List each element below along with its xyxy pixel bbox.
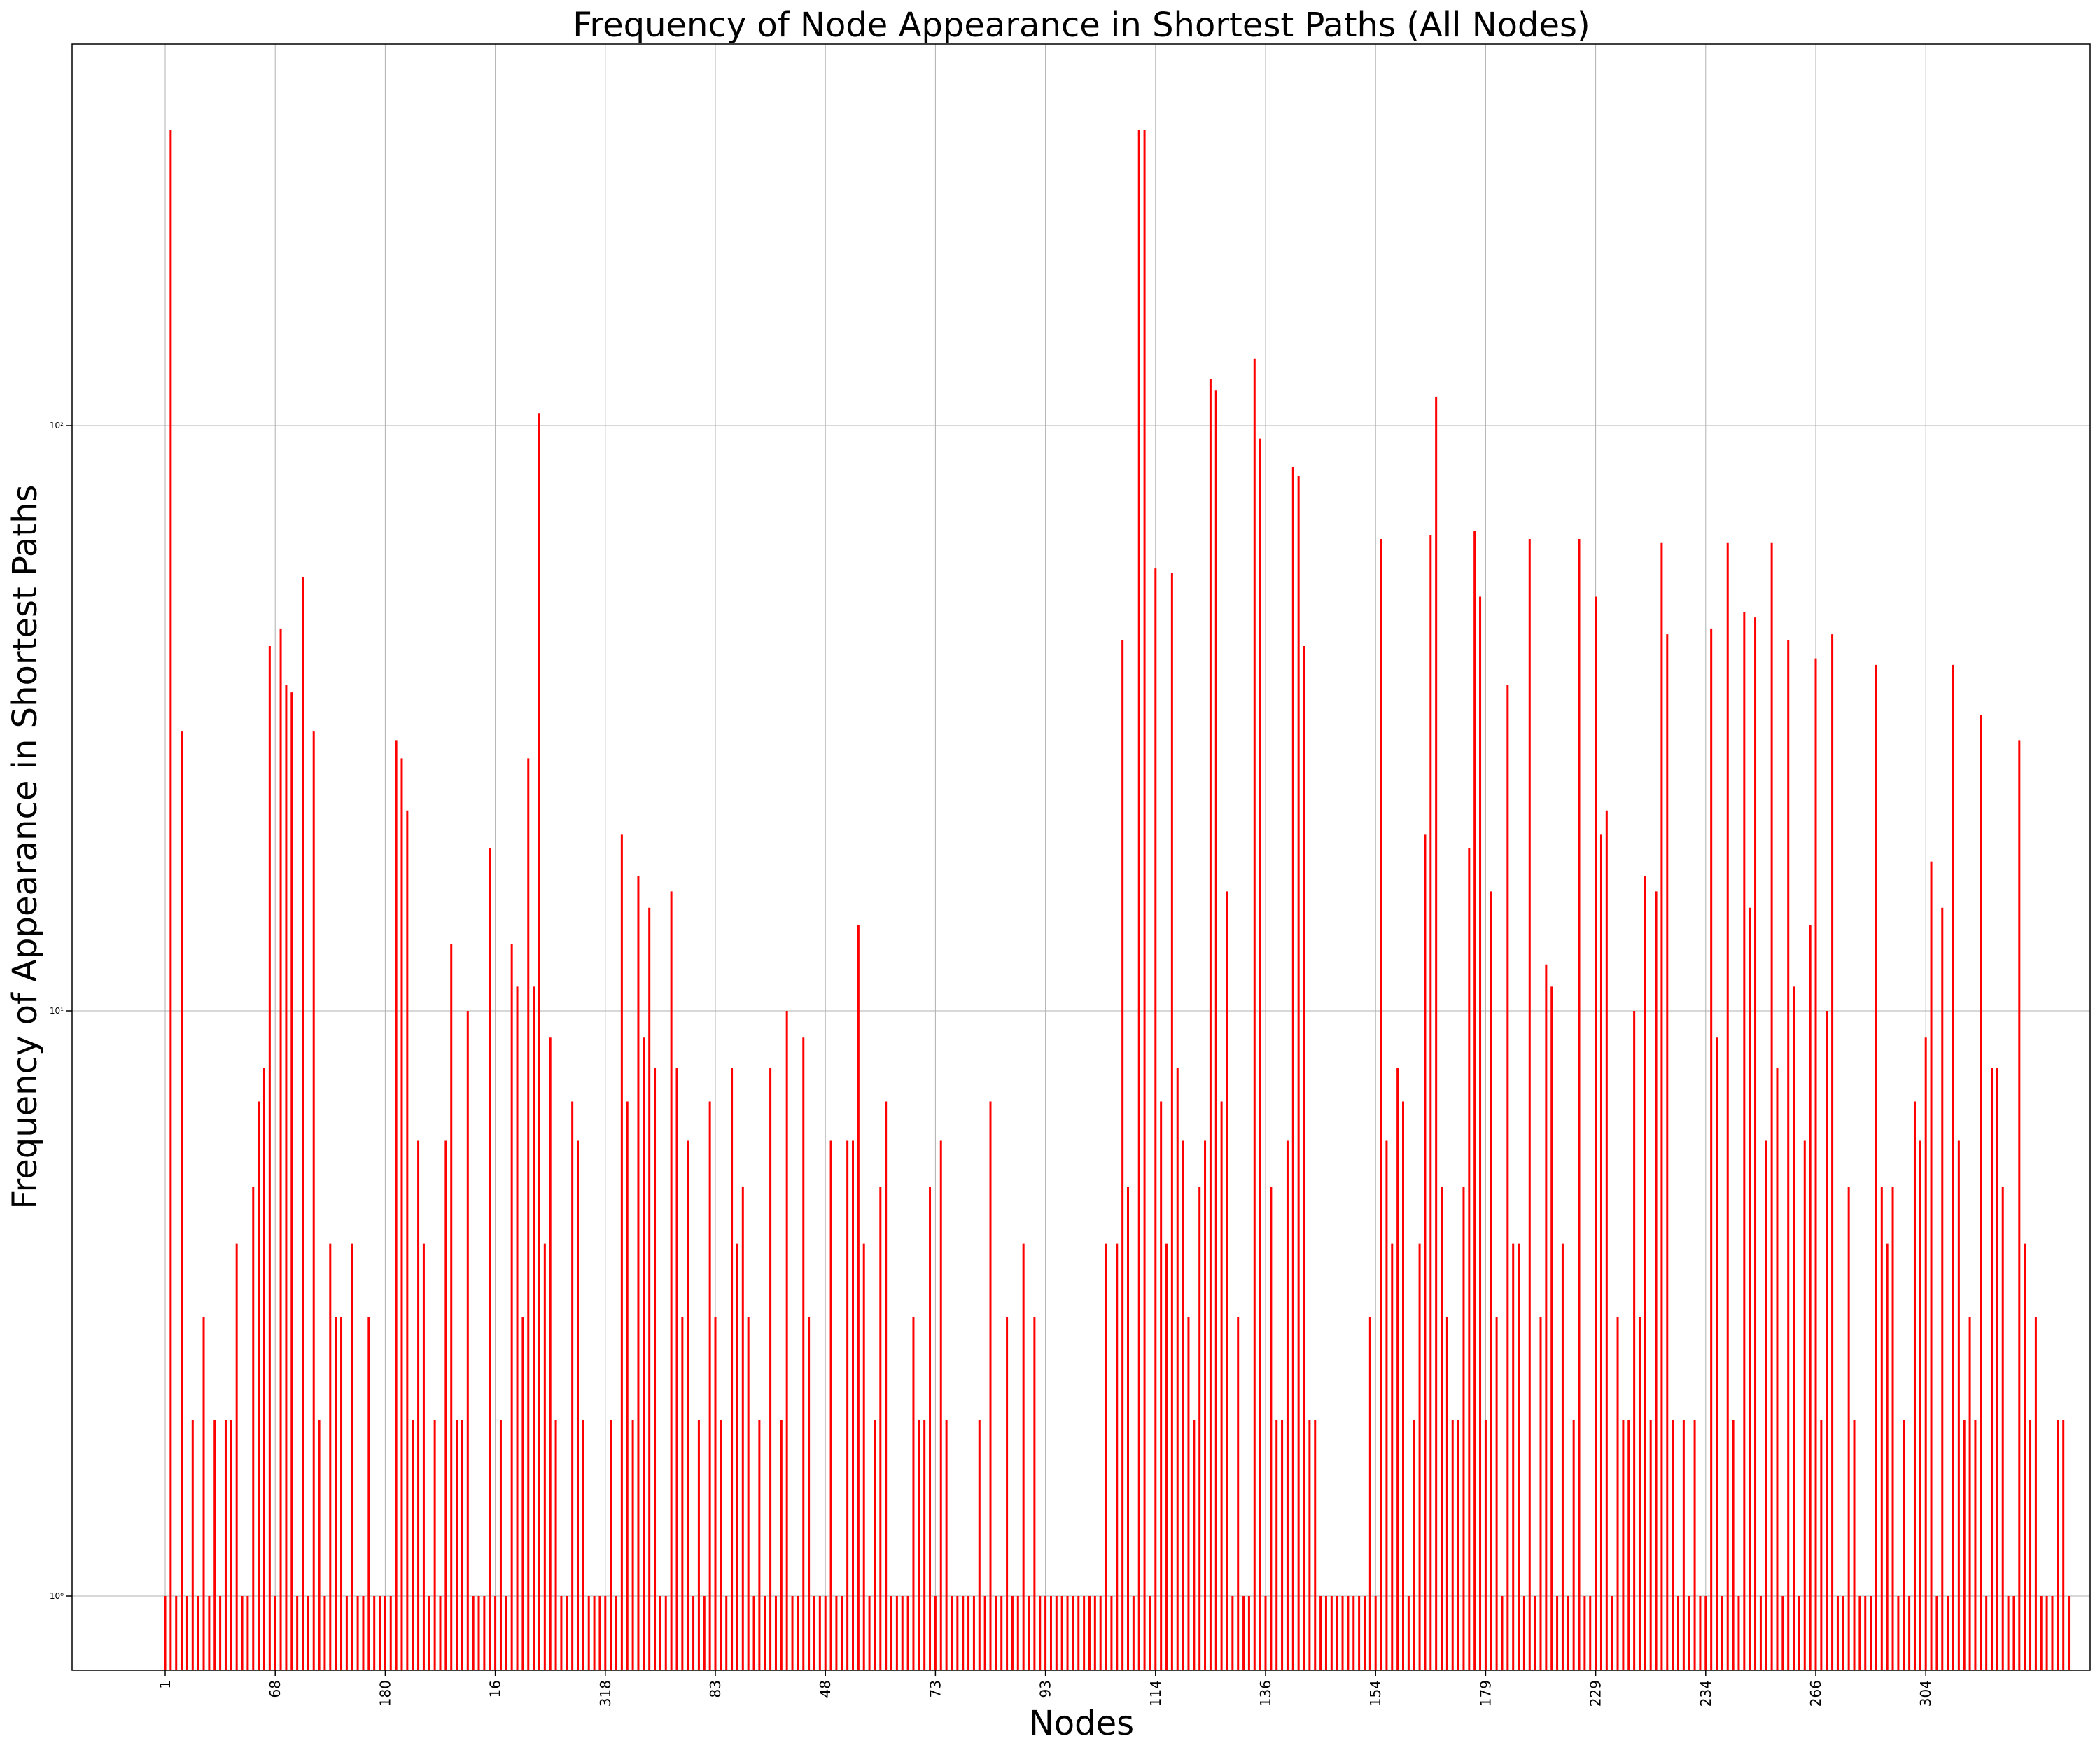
x-tick-label: 83 xyxy=(707,1680,724,1698)
chart-title: Frequency of Node Appearance in Shortest… xyxy=(573,6,1590,45)
bars xyxy=(164,130,2071,1670)
x-tick-label: 93 xyxy=(1037,1680,1054,1698)
x-tick-label: 48 xyxy=(817,1680,834,1698)
x-tick-label: 16 xyxy=(487,1680,504,1698)
x-tick-label: 304 xyxy=(1917,1680,1934,1707)
y-axis-label: Frequency of Appearance in Shortest Path… xyxy=(6,484,45,1209)
axes: 10⁰ 10¹ 10² 1 68 180 16 318 83 48 73 93 114 136 154 179… xyxy=(50,421,1934,1707)
x-tick-label: 136 xyxy=(1257,1680,1274,1707)
x-tick-label: 266 xyxy=(1807,1680,1824,1707)
x-tick-label: 318 xyxy=(597,1680,614,1707)
x-tick-label: 179 xyxy=(1477,1680,1494,1707)
x-tick-label: 229 xyxy=(1588,1680,1604,1707)
x-tick-label: 234 xyxy=(1698,1680,1714,1707)
y-tick-label: 10⁰ xyxy=(50,1591,64,1601)
x-tick-label: 114 xyxy=(1147,1680,1164,1707)
y-tick-label: 10² xyxy=(50,421,64,430)
x-tick-label: 154 xyxy=(1367,1680,1384,1707)
x-tick-label: 68 xyxy=(267,1680,284,1698)
x-tick-label: 73 xyxy=(927,1680,944,1698)
x-tick-label: 180 xyxy=(377,1680,393,1707)
plot-frame xyxy=(71,43,2091,1671)
x-tick-label: 1 xyxy=(157,1680,174,1689)
x-axis-label: Nodes xyxy=(1029,1704,1134,1743)
y-tick-label: 10¹ xyxy=(50,1006,64,1016)
